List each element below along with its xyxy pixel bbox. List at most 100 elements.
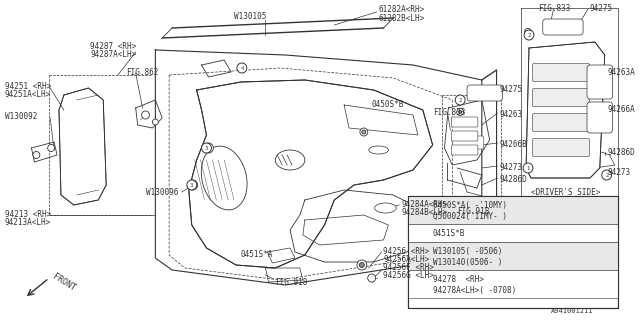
Text: FIG.833: FIG.833 bbox=[433, 108, 465, 117]
Polygon shape bbox=[526, 42, 605, 178]
Text: FRONT: FRONT bbox=[51, 272, 77, 293]
Text: 94286D: 94286D bbox=[607, 148, 636, 157]
Text: 0451S*B: 0451S*B bbox=[433, 229, 465, 238]
FancyBboxPatch shape bbox=[532, 89, 589, 107]
Text: 94263A: 94263A bbox=[607, 68, 636, 77]
Text: 94278A<LH>( -0708): 94278A<LH>( -0708) bbox=[433, 286, 516, 295]
Text: 94251 <RH>: 94251 <RH> bbox=[5, 82, 51, 91]
Circle shape bbox=[525, 28, 531, 36]
Text: W130096: W130096 bbox=[145, 188, 178, 197]
Circle shape bbox=[152, 119, 158, 125]
Circle shape bbox=[459, 110, 461, 114]
Circle shape bbox=[360, 128, 368, 136]
Text: 94287A<LH>: 94287A<LH> bbox=[90, 50, 137, 59]
FancyBboxPatch shape bbox=[408, 196, 618, 308]
Text: <DRIVER'S SIDE>: <DRIVER'S SIDE> bbox=[531, 188, 600, 197]
Circle shape bbox=[188, 180, 198, 190]
Text: 2: 2 bbox=[527, 33, 531, 37]
Text: A941001211: A941001211 bbox=[550, 308, 593, 314]
Text: 94275: 94275 bbox=[499, 85, 523, 94]
Text: W130092: W130092 bbox=[5, 112, 37, 121]
Text: W130105: W130105 bbox=[234, 12, 266, 21]
Text: 1: 1 bbox=[526, 165, 530, 171]
Text: 94287 <RH>: 94287 <RH> bbox=[90, 42, 137, 51]
Circle shape bbox=[48, 145, 54, 151]
Text: 94273: 94273 bbox=[499, 163, 523, 172]
Text: W130140(0506- ): W130140(0506- ) bbox=[433, 258, 502, 267]
Text: 94213A<LH>: 94213A<LH> bbox=[5, 218, 51, 227]
Circle shape bbox=[206, 146, 211, 150]
Circle shape bbox=[368, 274, 376, 282]
FancyBboxPatch shape bbox=[532, 139, 589, 156]
Text: 94284B<LH>: 94284B<LH> bbox=[401, 208, 447, 217]
FancyBboxPatch shape bbox=[452, 136, 484, 149]
FancyBboxPatch shape bbox=[451, 131, 478, 141]
Circle shape bbox=[455, 95, 465, 105]
Text: 4: 4 bbox=[240, 66, 243, 70]
FancyBboxPatch shape bbox=[467, 85, 502, 101]
Text: 0450S*A( -'10MY): 0450S*A( -'10MY) bbox=[433, 201, 507, 210]
Text: 0451S*A: 0451S*A bbox=[241, 250, 273, 259]
Ellipse shape bbox=[374, 203, 396, 213]
Polygon shape bbox=[59, 88, 106, 205]
Text: 94266B: 94266B bbox=[499, 140, 527, 149]
Text: FIG.862: FIG.862 bbox=[126, 68, 158, 77]
Circle shape bbox=[190, 182, 195, 188]
Text: 94256 <RH>: 94256 <RH> bbox=[383, 247, 429, 256]
FancyBboxPatch shape bbox=[587, 102, 612, 133]
Text: 1: 1 bbox=[419, 207, 422, 212]
Text: 2: 2 bbox=[458, 98, 462, 102]
FancyBboxPatch shape bbox=[532, 63, 589, 82]
Text: 61282A<RH>: 61282A<RH> bbox=[379, 5, 425, 14]
Text: 94278  <RH>: 94278 <RH> bbox=[433, 275, 483, 284]
Circle shape bbox=[362, 130, 366, 134]
Circle shape bbox=[237, 63, 247, 73]
Text: 94251A<LH>: 94251A<LH> bbox=[5, 90, 51, 99]
FancyBboxPatch shape bbox=[451, 117, 478, 127]
Circle shape bbox=[141, 111, 150, 119]
FancyBboxPatch shape bbox=[587, 65, 612, 99]
FancyBboxPatch shape bbox=[408, 270, 618, 298]
Text: W130105( -0506): W130105( -0506) bbox=[433, 247, 502, 256]
Text: 0450S*B: 0450S*B bbox=[372, 100, 404, 109]
Text: 2: 2 bbox=[605, 172, 608, 178]
Text: 94266A: 94266A bbox=[607, 105, 636, 114]
Text: 2: 2 bbox=[446, 229, 449, 235]
Circle shape bbox=[602, 170, 612, 180]
Circle shape bbox=[414, 249, 428, 263]
Text: 94263: 94263 bbox=[499, 110, 523, 119]
Text: 3: 3 bbox=[205, 146, 208, 150]
Polygon shape bbox=[189, 80, 433, 268]
FancyBboxPatch shape bbox=[543, 19, 583, 35]
Text: FIG.918: FIG.918 bbox=[275, 278, 308, 287]
FancyBboxPatch shape bbox=[408, 224, 618, 242]
Text: Q500024('11MY- ): Q500024('11MY- ) bbox=[433, 212, 507, 221]
Text: 94256F <RH>: 94256F <RH> bbox=[383, 263, 435, 272]
FancyBboxPatch shape bbox=[408, 196, 618, 224]
Text: 94273: 94273 bbox=[607, 168, 631, 177]
FancyBboxPatch shape bbox=[451, 145, 478, 155]
Circle shape bbox=[204, 143, 213, 153]
Circle shape bbox=[360, 262, 364, 268]
Text: 94256A<LH>: 94256A<LH> bbox=[383, 255, 429, 264]
Circle shape bbox=[187, 180, 196, 190]
Circle shape bbox=[414, 277, 428, 291]
Text: 94275: 94275 bbox=[590, 4, 613, 13]
Circle shape bbox=[33, 151, 40, 158]
Text: 94256G <LH>: 94256G <LH> bbox=[383, 271, 435, 280]
Ellipse shape bbox=[201, 146, 247, 210]
Text: 61282B<LH>: 61282B<LH> bbox=[379, 14, 425, 23]
Text: 2: 2 bbox=[419, 230, 422, 236]
Text: FIG.918: FIG.918 bbox=[457, 207, 490, 216]
Circle shape bbox=[414, 226, 428, 240]
Circle shape bbox=[414, 203, 428, 217]
Text: 94284A<RH>: 94284A<RH> bbox=[401, 200, 447, 209]
Circle shape bbox=[202, 143, 211, 153]
Circle shape bbox=[442, 227, 452, 237]
Text: 4: 4 bbox=[419, 282, 422, 286]
Text: FIG.833: FIG.833 bbox=[538, 4, 570, 13]
Text: 94286D: 94286D bbox=[499, 175, 527, 184]
Text: 94213 <RH>: 94213 <RH> bbox=[5, 210, 51, 219]
FancyBboxPatch shape bbox=[408, 242, 618, 270]
Circle shape bbox=[357, 260, 367, 270]
